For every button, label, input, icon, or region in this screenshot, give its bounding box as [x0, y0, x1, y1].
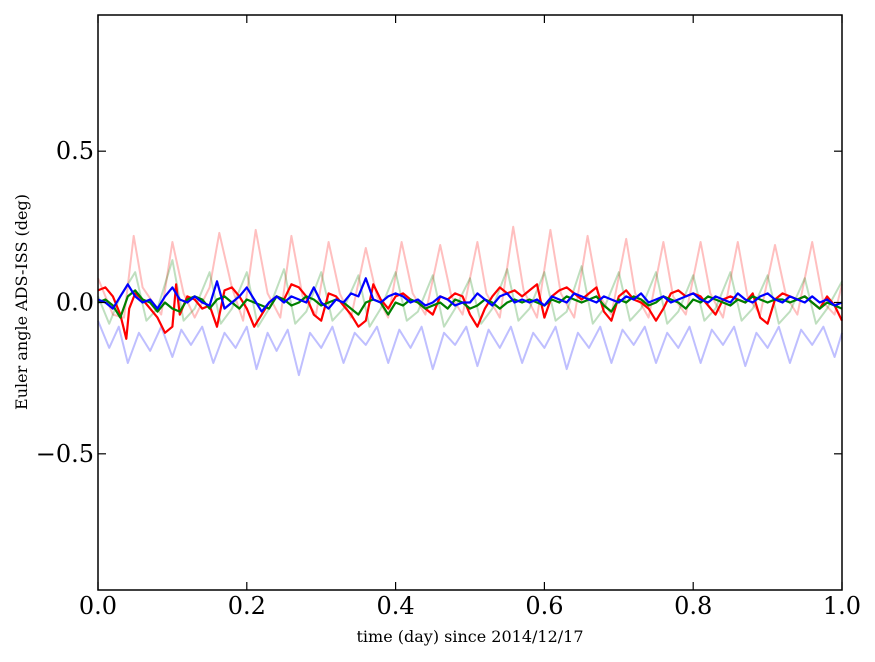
ticks-layer: 0.0 0.2 0.4 0.6 0.8 1.0 0.5 0.0 −0.5 [36, 15, 861, 620]
x-tick-label: 0.6 [525, 592, 563, 620]
series-layer [97, 225, 843, 377]
x-axis-label: time (day) since 2014/12/17 [356, 627, 583, 646]
x-tick-label: 0.2 [228, 592, 266, 620]
series-line-3 [97, 283, 843, 340]
series-line-5 [97, 277, 843, 313]
y-axis-label: Euler angle ADS-ISS (deg) [12, 194, 31, 410]
x-tick-label: 0.4 [377, 592, 415, 620]
x-tick-label: 0.8 [674, 592, 712, 620]
y-tick-label: 0.5 [56, 137, 94, 165]
x-tick-label: 1.0 [823, 592, 861, 620]
y-tick-label: 0.0 [56, 289, 94, 317]
y-tick-label: −0.5 [36, 440, 94, 468]
series-line-1 [97, 259, 843, 328]
x-tick-label: 0.0 [79, 592, 117, 620]
series-line-2 [97, 320, 843, 377]
series-line-0 [97, 225, 843, 322]
